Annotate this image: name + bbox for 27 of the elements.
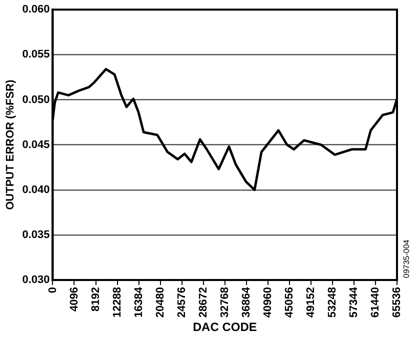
y-tick-label: 0.060	[22, 4, 50, 16]
y-tick-label: 0.040	[22, 184, 50, 196]
x-tick-label: 61440	[370, 287, 382, 318]
y-tick-label: 0.050	[22, 94, 50, 106]
text: 09735-004	[402, 239, 412, 278]
y-tick-label: 0.055	[22, 48, 50, 61]
x-tick-label: 57344	[348, 286, 360, 318]
y-tick-label: 0.035	[22, 228, 50, 241]
y-tick-label: 0.030	[22, 274, 50, 286]
x-tick-label: 49152	[304, 287, 317, 318]
x-tick-label: 20480	[154, 287, 166, 318]
x-tick-label: 24576	[176, 287, 188, 318]
x-tick-label: 53248	[326, 287, 338, 318]
x-tick-label: 0	[46, 287, 59, 294]
x-tick-label: 28672	[197, 287, 210, 318]
x-tick-label: 40960	[262, 287, 274, 318]
x-tick-label: 65536	[391, 287, 404, 318]
x-tick-label: 4096	[68, 287, 80, 312]
x-tick-label: 12288	[111, 287, 124, 318]
x-tick-label: 8192	[90, 287, 102, 312]
x-tick-label: 45056	[283, 287, 296, 318]
x-tick-label: 16384	[132, 286, 145, 318]
x-tick-label: 32768	[218, 287, 231, 318]
y-axis-title: OUTPUT ERROR (%FSR)	[4, 79, 17, 210]
y-tick-label: 0.045	[22, 138, 50, 151]
x-tick-label: 36864	[240, 286, 252, 318]
x-axis-title: DAC CODE	[192, 320, 257, 334]
